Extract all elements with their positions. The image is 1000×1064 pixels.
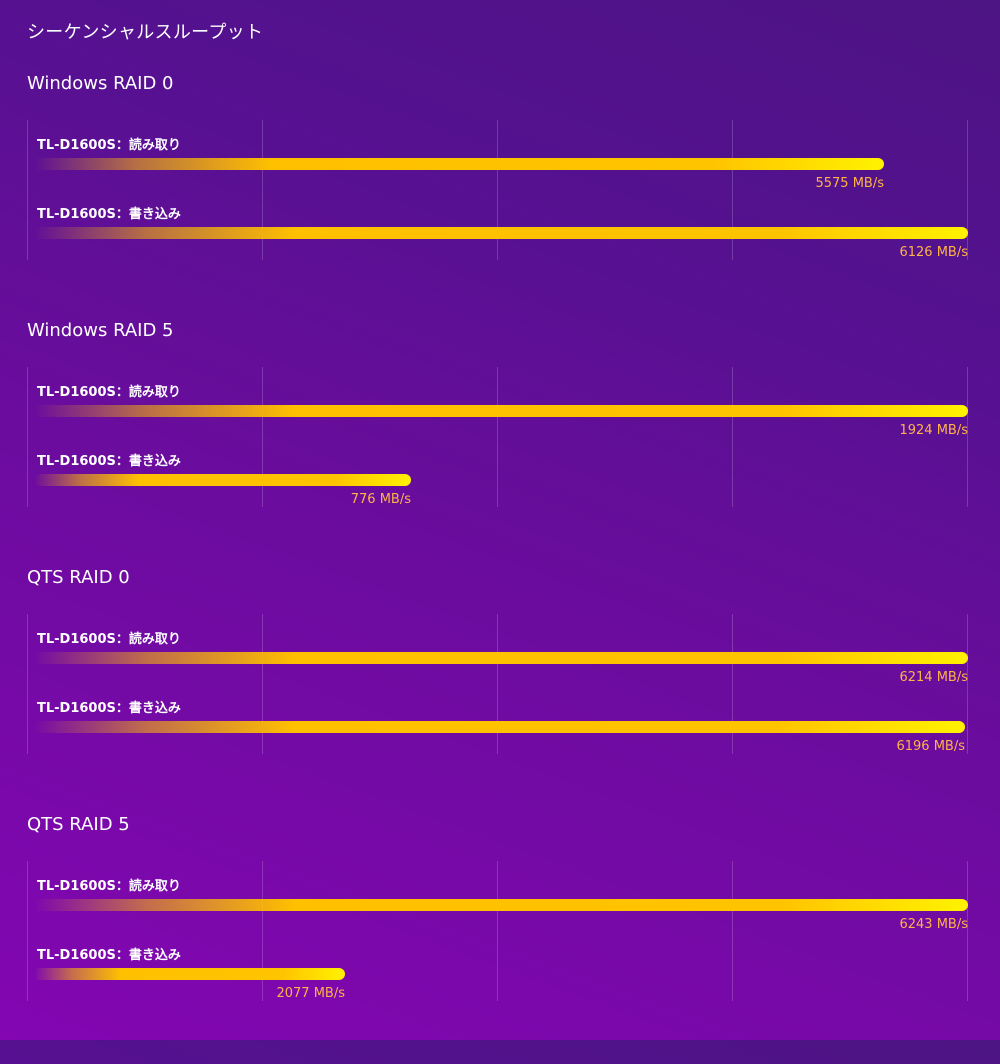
plot-area: TL-D1600S：読み取り 6243 MB/s TL-D1600S：書き込み 207… <box>27 861 968 1001</box>
chart-title: Windows RAID 0 <box>27 73 174 94</box>
bar-value-label: 2077 MB/s <box>276 986 345 1001</box>
gridline <box>262 367 263 507</box>
gridline <box>497 120 498 260</box>
gridline <box>497 614 498 754</box>
bar-row: TL-D1600S：書き込み 6196 MB/s <box>28 683 968 754</box>
gridline <box>262 861 263 1001</box>
gridline <box>732 120 733 260</box>
bar-row: TL-D1600S：読み取り 6214 MB/s <box>28 614 968 685</box>
bar <box>34 405 968 417</box>
bar-value-label: 1924 MB/s <box>899 423 968 438</box>
bar-row: TL-D1600S：読み取り 1924 MB/s <box>28 367 968 438</box>
bar <box>34 899 968 911</box>
bar-label: TL-D1600S：読み取り <box>37 879 181 894</box>
bar-label: TL-D1600S：書き込み <box>37 701 181 716</box>
bar-value-label: 5575 MB/s <box>815 176 884 191</box>
bar <box>34 158 884 170</box>
bar-label: TL-D1600S：読み取り <box>37 138 181 153</box>
gridline <box>967 120 968 260</box>
chart-title: Windows RAID 5 <box>27 320 174 341</box>
gridline <box>497 861 498 1001</box>
bar <box>34 721 965 733</box>
chart-title: QTS RAID 0 <box>27 567 130 588</box>
page-title: シーケンシャルスループット <box>27 22 264 43</box>
chart: Windows RAID 5 TL-D1600S：読み取り 1924 MB/s TL-… <box>0 320 1000 570</box>
plot-area: TL-D1600S：読み取り 5575 MB/s TL-D1600S：書き込み 612… <box>27 120 968 260</box>
bar-value-label: 6214 MB/s <box>899 670 968 685</box>
gridline <box>967 367 968 507</box>
bar-label: TL-D1600S：読み取り <box>37 632 181 647</box>
chart-title: QTS RAID 5 <box>27 814 130 835</box>
gridline <box>967 614 968 754</box>
bar-row: TL-D1600S：読み取り 6243 MB/s <box>28 861 968 932</box>
gridline <box>967 861 968 1001</box>
bar-value-label: 776 MB/s <box>350 492 411 507</box>
plot-area: TL-D1600S：読み取り 1924 MB/s TL-D1600S：書き込み 776… <box>27 367 968 507</box>
chart: Windows RAID 0 TL-D1600S：読み取り 5575 MB/s TL-… <box>0 73 1000 323</box>
bar-row: TL-D1600S：書き込み 776 MB/s <box>28 436 968 507</box>
bar-value-label: 6243 MB/s <box>899 917 968 932</box>
plot-area: TL-D1600S：読み取り 6214 MB/s TL-D1600S：書き込み 619… <box>27 614 968 754</box>
chart: QTS RAID 0 TL-D1600S：読み取り 6214 MB/s TL-D160… <box>0 567 1000 817</box>
bar-label: TL-D1600S：書き込み <box>37 454 181 469</box>
gridline <box>262 614 263 754</box>
bar <box>34 227 968 239</box>
bar-label: TL-D1600S：読み取り <box>37 385 181 400</box>
bar <box>34 652 968 664</box>
bar-row: TL-D1600S：書き込み 2077 MB/s <box>28 930 968 1001</box>
bar-label: TL-D1600S：書き込み <box>37 207 181 222</box>
bar-value-label: 6126 MB/s <box>899 245 968 260</box>
gridline <box>732 861 733 1001</box>
gridline <box>732 367 733 507</box>
gridline <box>732 614 733 754</box>
bar-label: TL-D1600S：書き込み <box>37 948 181 963</box>
bar-row: TL-D1600S：読み取り 5575 MB/s <box>28 120 968 191</box>
bar-row: TL-D1600S：書き込み 6126 MB/s <box>28 189 968 260</box>
chart: QTS RAID 5 TL-D1600S：読み取り 6243 MB/s TL-D160… <box>0 814 1000 1064</box>
bar-value-label: 6196 MB/s <box>896 739 965 754</box>
bar <box>34 968 345 980</box>
gridline <box>497 367 498 507</box>
bar <box>34 474 411 486</box>
gridline <box>262 120 263 260</box>
